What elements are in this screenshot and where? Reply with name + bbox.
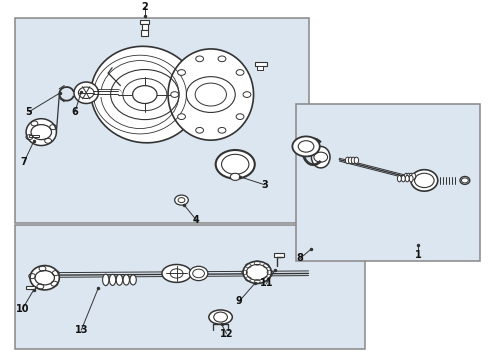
- Ellipse shape: [189, 266, 208, 280]
- Text: 2: 2: [142, 2, 148, 12]
- Bar: [257, 66, 263, 70]
- Text: 8: 8: [297, 253, 304, 264]
- Circle shape: [230, 173, 240, 180]
- Text: 6: 6: [72, 107, 78, 117]
- Bar: [274, 253, 284, 257]
- Text: 3: 3: [261, 180, 268, 190]
- Circle shape: [236, 114, 244, 120]
- Circle shape: [293, 136, 320, 157]
- Ellipse shape: [412, 173, 416, 180]
- Ellipse shape: [26, 119, 56, 145]
- Ellipse shape: [348, 157, 353, 163]
- Bar: [141, 20, 149, 24]
- Text: 5: 5: [25, 107, 32, 117]
- Circle shape: [218, 127, 226, 133]
- Bar: [28, 135, 39, 138]
- Text: 12: 12: [220, 329, 233, 338]
- Text: 13: 13: [74, 325, 88, 335]
- Ellipse shape: [91, 46, 198, 143]
- FancyBboxPatch shape: [15, 225, 365, 348]
- Ellipse shape: [411, 170, 438, 191]
- Ellipse shape: [345, 157, 350, 163]
- Text: 1: 1: [415, 250, 422, 260]
- Ellipse shape: [74, 82, 98, 104]
- Bar: [255, 62, 267, 66]
- Ellipse shape: [130, 275, 136, 285]
- Circle shape: [178, 114, 185, 120]
- Bar: [141, 30, 148, 36]
- Text: 7: 7: [21, 157, 27, 167]
- Bar: [142, 24, 148, 30]
- Ellipse shape: [116, 275, 122, 285]
- Ellipse shape: [162, 265, 191, 282]
- Ellipse shape: [351, 157, 356, 163]
- Circle shape: [243, 92, 251, 98]
- Ellipse shape: [404, 173, 409, 180]
- FancyBboxPatch shape: [15, 18, 309, 223]
- Ellipse shape: [354, 157, 359, 163]
- Ellipse shape: [123, 275, 129, 285]
- Circle shape: [196, 127, 203, 133]
- Circle shape: [196, 56, 203, 62]
- Ellipse shape: [409, 175, 413, 182]
- Ellipse shape: [209, 310, 232, 324]
- Ellipse shape: [102, 274, 109, 285]
- Text: 11: 11: [260, 278, 273, 288]
- Ellipse shape: [407, 173, 411, 180]
- Ellipse shape: [243, 261, 271, 283]
- Bar: [26, 285, 35, 289]
- Circle shape: [178, 69, 185, 75]
- Ellipse shape: [401, 175, 405, 182]
- Circle shape: [174, 195, 188, 205]
- Text: 4: 4: [193, 215, 199, 225]
- Circle shape: [171, 92, 178, 98]
- Circle shape: [218, 56, 226, 62]
- Ellipse shape: [168, 49, 253, 140]
- Ellipse shape: [405, 175, 409, 182]
- Ellipse shape: [30, 266, 59, 290]
- Circle shape: [216, 150, 255, 179]
- Text: 9: 9: [236, 296, 243, 306]
- Circle shape: [133, 86, 157, 104]
- FancyBboxPatch shape: [296, 104, 480, 261]
- Ellipse shape: [460, 176, 470, 184]
- Text: 10: 10: [16, 303, 29, 314]
- Ellipse shape: [409, 173, 414, 180]
- Circle shape: [236, 69, 244, 75]
- Ellipse shape: [312, 147, 330, 168]
- Ellipse shape: [109, 274, 116, 285]
- Ellipse shape: [397, 175, 401, 182]
